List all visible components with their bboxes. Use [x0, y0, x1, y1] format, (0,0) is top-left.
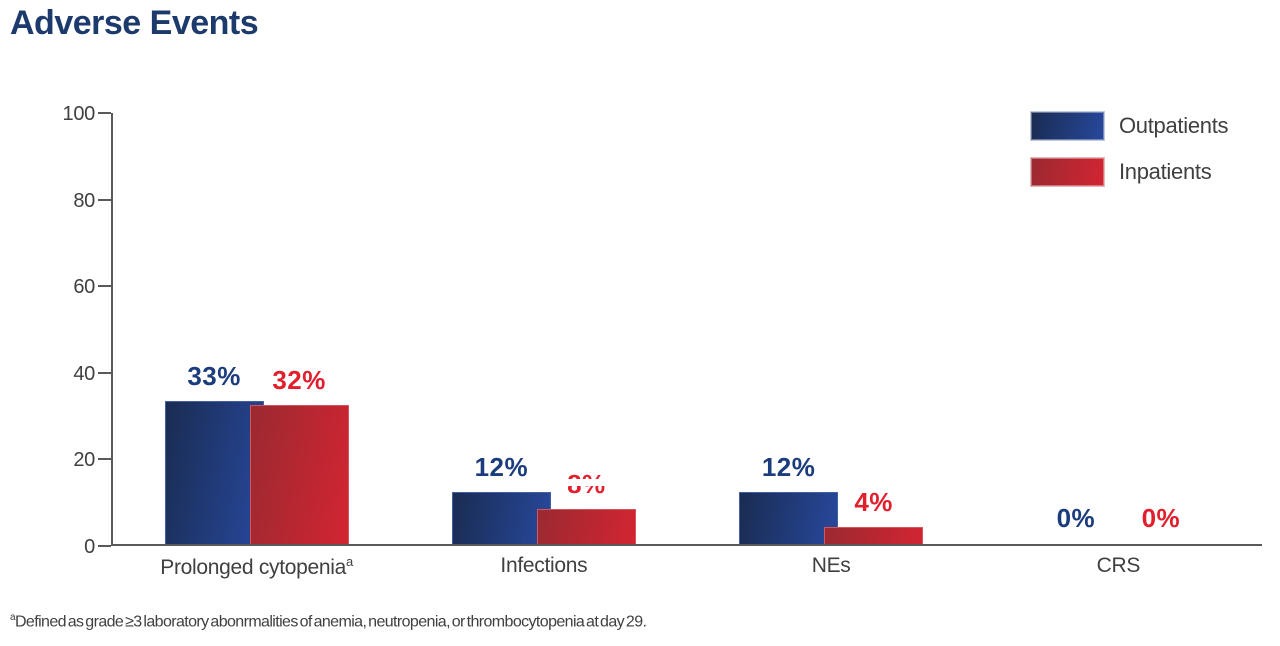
- y-axis-tick-label: 40: [73, 363, 95, 385]
- category-label: Infections: [500, 554, 588, 577]
- y-axis-tick-label: 80: [73, 190, 95, 212]
- bar-data-label: 4%: [854, 486, 893, 517]
- legend-row-outpatients: Outpatients: [1030, 111, 1229, 141]
- bar-group: 0% 0% CRS: [975, 113, 1262, 577]
- bar-groups: 33% 32% Prolonged cytopeniaa 12% 8% Infection…: [113, 113, 1262, 579]
- bar-data-label: 12%: [474, 452, 529, 483]
- bar-inpatients: 8%: [536, 471, 636, 544]
- legend-swatch-inpatients: [1030, 157, 1105, 187]
- y-axis-tick: [98, 458, 111, 460]
- bar-data-label: 0%: [1141, 503, 1181, 533]
- y-axis-tick-label: 100: [62, 103, 96, 125]
- bar-data-label: 32%: [272, 365, 326, 396]
- bar-outpatients: 12%: [739, 454, 839, 544]
- bar-outpatients: 33%: [164, 363, 264, 544]
- page-title: Adverse Events: [10, 4, 259, 42]
- footnote-superscript: a: [10, 612, 16, 623]
- legend-label-inpatients: Inpatients: [1119, 159, 1212, 184]
- category-label: Prolonged cytopeniaa: [160, 554, 353, 579]
- legend-label-outpatients: Outpatients: [1119, 113, 1229, 138]
- y-axis-tick-label: 60: [73, 276, 95, 298]
- bar-group: 12% 8% Infections: [400, 113, 687, 577]
- y-axis-tick: [98, 285, 111, 287]
- bar-group: 12% 4% NEs: [688, 113, 975, 577]
- bar-data-label: 8%: [564, 471, 609, 497]
- footnote-text: Defined as grade ≥3 laboratory abonrmali…: [14, 613, 647, 631]
- category-label: CRS: [1096, 554, 1141, 577]
- bar-inpatients: 4%: [824, 489, 924, 544]
- y-axis-tick: [98, 199, 111, 201]
- label-clip-artifact: [564, 479, 609, 487]
- y-axis-tick-label: 0: [84, 536, 95, 558]
- y-axis-tick: [98, 545, 111, 547]
- plot-area: 33% 32% Prolonged cytopeniaa 12% 8% Infection…: [63, 104, 1262, 579]
- bar-data-label: 12%: [761, 452, 816, 483]
- footnote: aDefined as grade ≥3 laboratory abonrmal…: [10, 612, 647, 631]
- bar-group: 33% 32% Prolonged cytopeniaa: [113, 113, 400, 579]
- category-label: NEs: [811, 554, 851, 577]
- bar-outpatients: 12%: [451, 454, 551, 544]
- y-axis-tick-label: 20: [73, 449, 95, 471]
- legend: Outpatients Inpatients: [1030, 111, 1229, 203]
- bar-data-label: 0%: [1056, 503, 1096, 533]
- y-axis-tick: [98, 372, 111, 374]
- category-label-superscript: a: [346, 554, 353, 569]
- bar-data-label: 33%: [187, 361, 241, 392]
- legend-swatch-outpatients: [1030, 111, 1105, 141]
- bar-inpatients: 32%: [249, 367, 349, 544]
- y-axis-tick: [98, 112, 111, 114]
- legend-row-inpatients: Inpatients: [1030, 157, 1228, 187]
